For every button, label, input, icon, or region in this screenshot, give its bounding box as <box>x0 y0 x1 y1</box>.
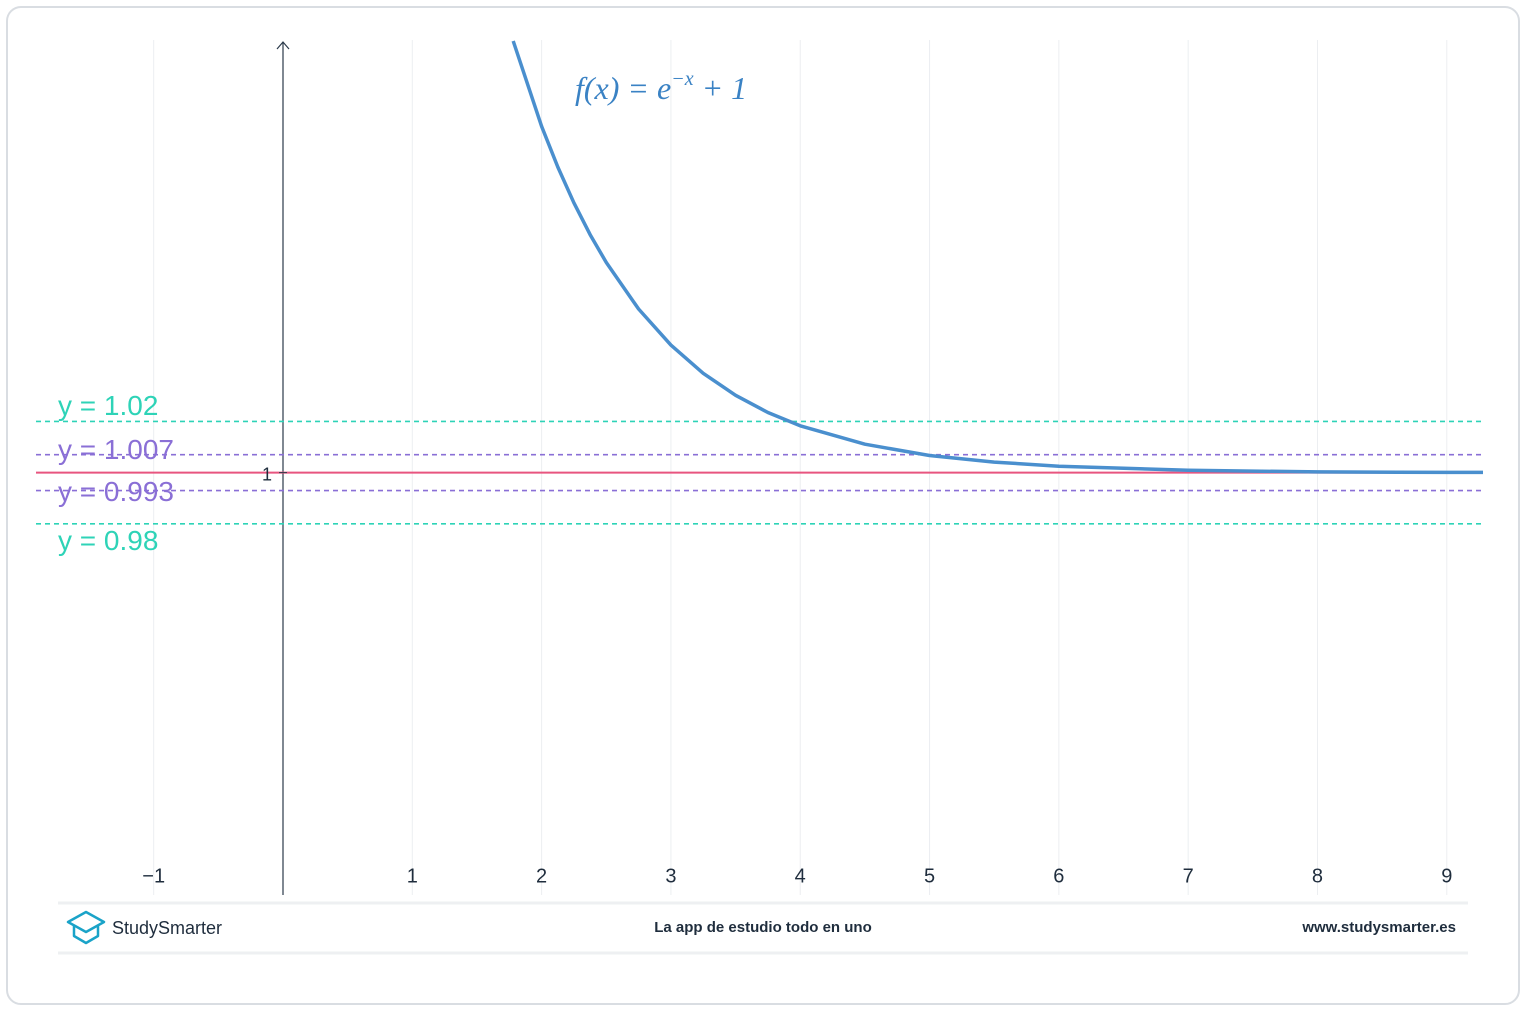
x-tick-label: 9 <box>1441 865 1452 887</box>
curve <box>511 40 1483 475</box>
url: www.studysmarter.es <box>1301 919 1456 936</box>
x-tick-label: 1 <box>407 865 418 887</box>
tagline: La app de estudio todo en uno <box>654 919 872 936</box>
logo-top <box>66 910 106 934</box>
plot-area <box>36 40 1483 525</box>
reference-label: y = 1.02 <box>58 390 158 421</box>
reference-label: y = 0.993 <box>58 476 174 507</box>
x-tick-label: −1 <box>142 865 165 887</box>
formula-exponent: −x <box>671 68 693 90</box>
reference-label: y = 1.007 <box>58 434 174 465</box>
formula-part: f(x) = e <box>575 70 671 106</box>
frame <box>6 6 1520 1005</box>
logo-side <box>72 926 100 945</box>
x-tick-label: 8 <box>1312 865 1323 887</box>
x-tick-label: 3 <box>665 865 676 887</box>
x-tick-label: 6 <box>1053 865 1064 887</box>
grid <box>153 40 1448 895</box>
brand: StudySmarter <box>112 918 222 938</box>
y-tick-label: 1 <box>262 464 272 484</box>
x-tick-label: 2 <box>536 865 547 887</box>
y-axis-arrow <box>276 41 290 50</box>
x-tick-label: 7 <box>1183 865 1194 887</box>
reference-label: y = 0.98 <box>58 525 158 556</box>
x-tick-label: 5 <box>924 865 935 887</box>
formula-part: + 1 <box>694 70 748 106</box>
x-tick-label: 4 <box>795 865 806 887</box>
formula: f(x) = e−x + 1 <box>575 68 747 107</box>
logo <box>66 910 106 945</box>
